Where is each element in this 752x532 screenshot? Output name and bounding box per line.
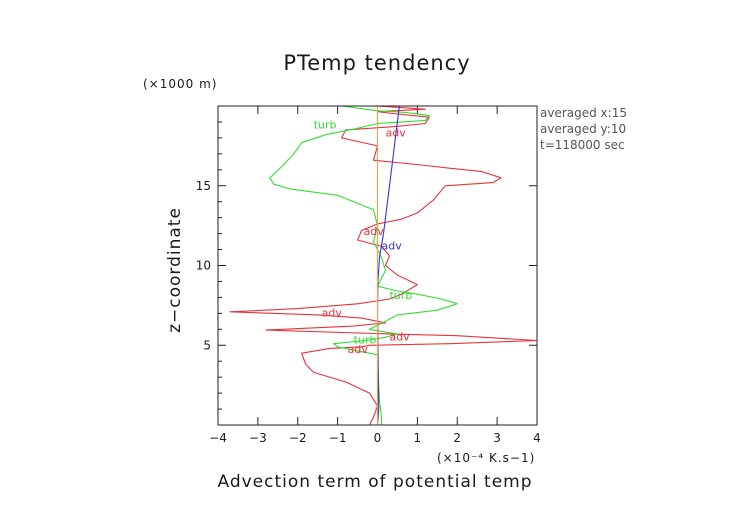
x-tick-label: −3 (249, 431, 267, 445)
y-tick-label: 10 (196, 259, 211, 273)
curve-label-turb: turb (354, 334, 377, 347)
x-unit-label: (×10⁻⁴ K.s−1) (437, 451, 535, 465)
x-tick-label: −1 (329, 431, 347, 445)
curve-label-adv: adv (389, 330, 410, 343)
series-line-turb (269, 106, 458, 425)
x-tick-label: −4 (209, 431, 227, 445)
x-tick-label: 4 (533, 431, 541, 445)
curve-label-turb: turb (314, 118, 337, 131)
x-tick-label: −2 (289, 431, 307, 445)
info-mask (640, 104, 752, 156)
chart-title: PTemp tendency (283, 51, 470, 75)
series-group (229, 106, 537, 425)
curve-label-adv: adv (322, 307, 343, 320)
y-unit-label: (×1000 m) (143, 77, 217, 91)
curve-label-adv: adv (385, 126, 406, 139)
info-averaged-y: averaged y:10 (540, 122, 626, 136)
plot-frame (217, 105, 538, 426)
x-tick-label: 0 (374, 431, 382, 445)
x-tick-label: 3 (493, 431, 501, 445)
info-averaged-x: averaged x:15 (540, 106, 627, 120)
x-axis-label: Advection term of potential temp (217, 472, 532, 492)
y-tick-label: 15 (196, 179, 211, 193)
x-tick-label: 2 (453, 431, 461, 445)
curve-label-adv: adv (381, 240, 402, 253)
info-time: t=118000 sec (540, 138, 625, 152)
series-line-adv (229, 106, 537, 425)
x-tick-label: 1 (414, 431, 422, 445)
curve-label-adv: adv (348, 343, 369, 356)
series-line-total (376, 106, 400, 425)
curve-label-turb: turb (389, 289, 412, 302)
y-tick-label: 5 (203, 338, 211, 352)
curve-label-adv: adv (364, 225, 385, 238)
axis-ticks: −4 −3 −2 −1 0 1 2 3 4 5 10 15 (196, 106, 541, 445)
y-axis-label: z−coordinate (165, 207, 185, 333)
